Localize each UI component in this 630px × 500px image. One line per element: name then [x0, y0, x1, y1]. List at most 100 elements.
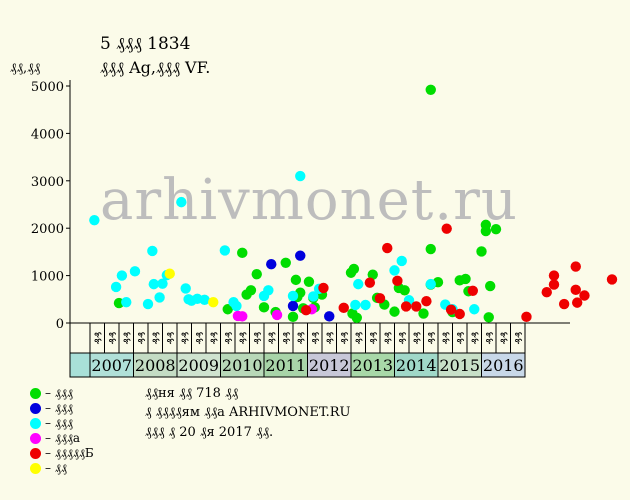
legend-label: – ₰₰₰: [45, 416, 73, 430]
legend-marker: [30, 463, 41, 474]
month-label: ₰₰: [470, 332, 481, 345]
month-label: ₰₰: [456, 332, 467, 345]
year-label: 2012: [309, 356, 350, 375]
data-point: [116, 270, 128, 281]
month-label: ₰₰: [166, 332, 177, 345]
month-label: ₰₰: [427, 332, 438, 345]
data-point: [237, 311, 248, 322]
month-label: ₰₰: [354, 332, 365, 345]
data-point: [180, 283, 191, 294]
month-label: ₰₰: [137, 332, 148, 345]
data-point: [425, 84, 436, 95]
data-point: [389, 265, 400, 276]
data-point: [251, 268, 262, 280]
month-label: ₰₰: [340, 332, 351, 345]
data-point: [548, 270, 560, 281]
month-label: ₰₰: [383, 332, 394, 345]
data-point: [110, 281, 122, 293]
month-label: ₰₰: [209, 332, 220, 345]
data-point: [364, 277, 376, 288]
data-point: [389, 306, 400, 317]
year-cell: [263, 352, 308, 378]
data-point: [421, 295, 432, 307]
year-cell: [176, 352, 221, 378]
data-point: [418, 308, 429, 319]
note-count: ₰₰ня ₰₰ 718 ₰₰: [145, 386, 239, 401]
year-label: 2015: [439, 356, 480, 375]
data-point: [338, 302, 349, 314]
year-label: 2014: [396, 356, 437, 375]
watermark: arhivmonet.ru: [100, 168, 518, 233]
data-point: [154, 292, 165, 303]
legend-item: – ₰₰₰: [30, 416, 73, 431]
data-point: [148, 278, 159, 290]
year-cell: [89, 352, 134, 378]
data-point: [280, 257, 291, 269]
y-tick-label: 0: [56, 317, 64, 332]
month-label: ₰₰: [412, 332, 423, 345]
month-label: ₰₰: [398, 332, 409, 345]
month-label: ₰₰: [253, 332, 264, 345]
data-point: [374, 293, 386, 304]
data-point: [263, 285, 274, 296]
data-point: [606, 274, 618, 285]
data-point: [142, 298, 154, 310]
data-point: [476, 246, 487, 257]
data-point: [485, 280, 496, 292]
data-point: [208, 296, 219, 308]
data-point: [287, 300, 299, 312]
data-point: [231, 300, 242, 312]
month-label: ₰₰: [499, 332, 510, 345]
data-point: [460, 273, 471, 285]
legend-item: – ₰₰₰₰₰Б: [30, 446, 94, 461]
legend-item: – ₰₰₰а: [30, 431, 80, 446]
month-label: ₰₰: [195, 332, 206, 345]
month-label: ₰₰: [151, 332, 162, 345]
data-point: [222, 304, 233, 315]
data-point: [351, 312, 362, 323]
data-point: [295, 250, 306, 261]
year-cell: [350, 352, 395, 378]
data-point: [271, 309, 283, 321]
note-date: ₰₰₰ ₰ 20 ₰я 2017 ₰₰.: [145, 425, 274, 440]
data-point: [295, 170, 306, 182]
data-point: [480, 225, 492, 237]
month-label: ₰₰: [267, 332, 278, 345]
data-point: [266, 259, 277, 270]
data-point: [382, 242, 393, 254]
data-point: [324, 311, 335, 322]
note-source: ₰ ₰₰₰₰ям ₰₰а ARHIVMONET.RU: [145, 405, 351, 420]
data-point: [300, 305, 312, 316]
data-point: [399, 285, 410, 296]
data-point: [570, 261, 581, 272]
legend-item: – ₰₰₰: [30, 401, 73, 416]
data-point: [570, 284, 581, 296]
data-point: [199, 294, 210, 305]
year-label: 2007: [91, 356, 132, 375]
legend-label: – ₰₰: [45, 461, 67, 475]
data-point: [176, 196, 187, 208]
data-point: [287, 290, 299, 302]
y-tick-label: 5000: [31, 80, 64, 95]
month-label: ₰₰: [282, 332, 293, 345]
data-point: [129, 266, 141, 277]
legend-label: – ₰₰₰₰₰Б: [45, 446, 94, 460]
y-tick-label: 2000: [31, 222, 64, 237]
data-point: [490, 223, 502, 235]
data-point: [245, 285, 257, 296]
data-point: [318, 282, 329, 294]
y-tick-label: 4000: [31, 127, 64, 142]
data-point: [353, 278, 364, 290]
year-cell: [481, 352, 526, 378]
legend-label: – ₰₰₰: [45, 386, 73, 400]
month-label: ₰₰: [224, 332, 235, 345]
data-point: [303, 276, 315, 287]
data-point: [445, 304, 457, 315]
data-point: [348, 263, 360, 275]
month-label: ₰₰: [325, 332, 336, 345]
year-label: 2011: [265, 356, 306, 375]
data-point: [579, 290, 590, 301]
data-point: [147, 245, 158, 257]
legend-marker: [30, 388, 41, 399]
